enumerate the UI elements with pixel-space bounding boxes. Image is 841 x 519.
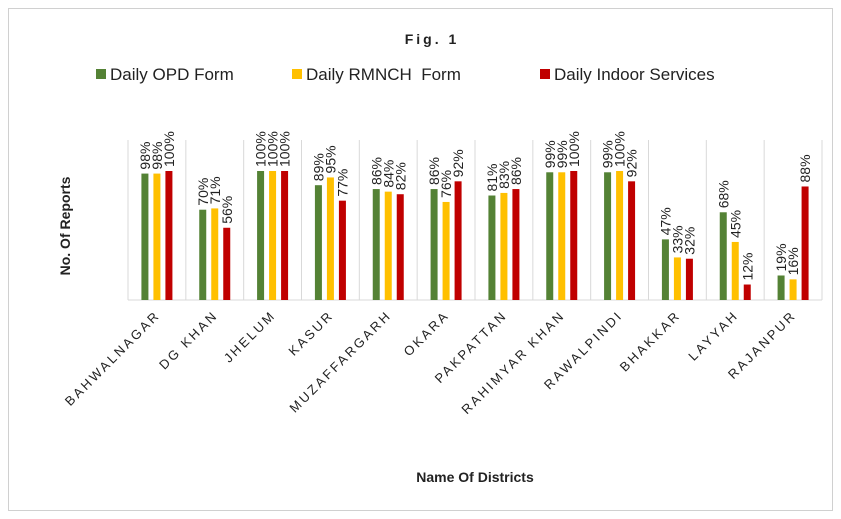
data-label: 89% [310,153,326,181]
legend-label: Daily OPD Form [110,65,234,84]
data-label: 99% [542,140,558,168]
legend-swatch [292,69,302,79]
bar [396,194,404,300]
bar [384,191,392,300]
data-label: 98% [149,142,165,170]
bar [454,181,462,300]
bar [604,172,612,300]
data-label: 100% [612,131,628,167]
bar [442,201,450,300]
data-label: 33% [669,225,685,253]
data-label: 100% [277,131,293,167]
bar [685,258,693,300]
chart-title: Fig. 1 [405,31,460,47]
data-label: 19% [773,243,789,271]
y-axis-label: No. Of Reports [57,176,73,275]
bar [314,185,322,300]
data-label: 81% [484,163,500,191]
data-label: 68% [715,180,731,208]
bar [326,177,334,300]
bar [141,173,149,300]
data-label: 45% [727,210,743,238]
bar [801,186,809,300]
bar [153,173,161,300]
data-label: 56% [219,196,235,224]
data-label: 86% [426,157,442,185]
bar [777,275,785,300]
data-label: 92% [624,149,640,177]
bar [338,200,346,300]
bar [743,284,751,300]
data-label: 32% [681,227,697,255]
bar [731,241,739,300]
data-label: 82% [392,162,408,190]
data-label: 92% [450,149,466,177]
bar [673,257,681,300]
data-label: 70% [195,178,211,206]
bar [430,189,438,300]
bar [211,208,219,300]
legend-swatch [96,69,106,79]
bar [199,209,207,300]
data-label: 100% [253,131,269,167]
data-label: 100% [161,131,177,167]
data-label: 84% [380,160,396,188]
data-label: 83% [496,161,512,189]
data-label: 99% [600,140,616,168]
bar [628,181,636,300]
data-label: 76% [438,170,454,198]
data-label: 100% [265,131,281,167]
bar [500,192,508,300]
data-label: 88% [797,154,813,182]
data-label: 16% [785,247,801,275]
legend-label: Daily Indoor Services [554,65,715,84]
legend-swatch [540,69,550,79]
bar [223,227,231,300]
data-label: 86% [508,157,524,185]
x-axis-label: Name Of Districts [416,469,534,485]
bar [165,171,173,300]
data-label: 47% [657,207,673,235]
bar [570,171,578,300]
data-label: 99% [554,140,570,168]
data-label: 71% [207,176,223,204]
data-label: 12% [739,252,755,280]
bar [616,171,624,300]
bar [512,189,520,300]
bar [789,279,797,300]
bar [488,195,496,300]
data-label: 98% [137,142,153,170]
bar [269,171,277,300]
data-label: 77% [334,169,350,197]
bar [257,171,265,300]
bar [719,212,727,300]
data-label: 86% [368,157,384,185]
legend-label: Daily RMNCH Form [306,65,461,84]
data-label: 100% [566,131,582,167]
bar [372,189,380,300]
bar [558,172,566,300]
bar [661,239,669,300]
bar [281,171,289,300]
bar [546,172,554,300]
data-label: 95% [322,145,338,173]
